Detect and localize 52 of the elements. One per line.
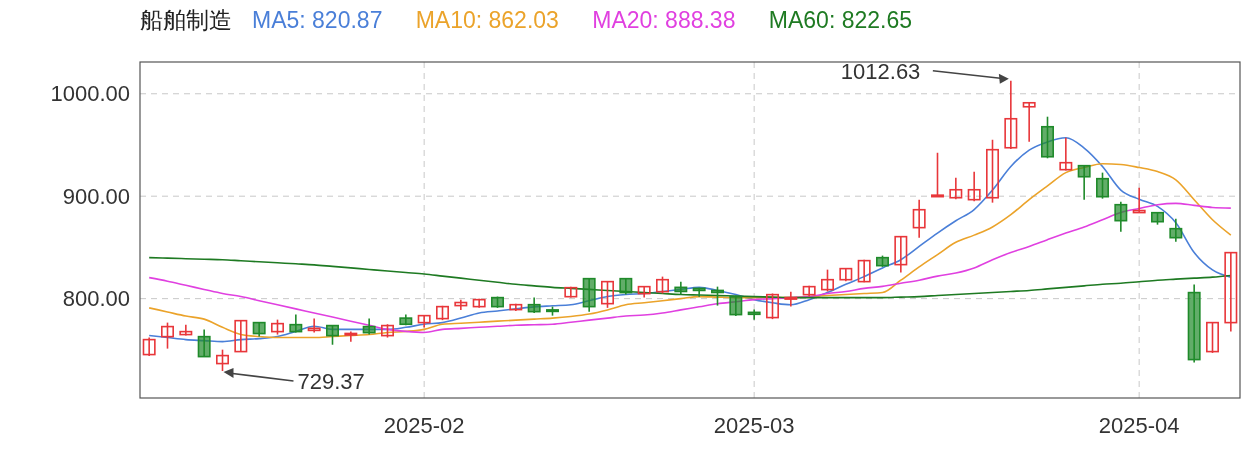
candlestick [179,323,193,337]
line-series [148,256,1232,299]
candlestick [1206,321,1219,354]
text: MA60: 822.65 [768,7,913,33]
y-tick-label: 900.00 [62,183,130,209]
candlestick [784,290,798,308]
candlestick [1077,164,1091,201]
candlestick [307,317,321,334]
candlestick [967,170,981,203]
candlestick [454,298,468,311]
candlestick [1224,251,1238,333]
candlestick [931,151,944,198]
candlestick [766,292,779,320]
x-tick-label: 2025-02 [383,413,465,438]
candlestick [1004,80,1018,150]
candlestick [1132,186,1146,214]
text: MA10: 862.03 [415,7,559,33]
candlestick [509,302,523,312]
text: MA5: 820.87 [252,7,383,33]
candlestick [197,328,211,358]
candlestick [894,235,908,274]
candlestick [839,267,853,283]
candlestick [216,348,229,372]
candlestick [234,319,248,353]
candlestick [1096,171,1109,200]
candlestick [1059,136,1073,172]
candlestick [142,336,156,357]
candlestick [986,138,999,204]
candlestick [802,285,816,298]
candlestick [637,285,651,299]
candlestick [564,286,578,299]
annotation: 729.37 [297,368,365,394]
candlestick [821,268,834,293]
candlestick [417,314,431,329]
candlestick [601,280,614,309]
candlestick [1169,217,1183,243]
annotation: 1012.63 [840,58,921,84]
candlestick [326,324,339,346]
candlestick [949,176,963,201]
x-tick-label: 2025-04 [1098,413,1180,438]
y-tick-label: 800.00 [62,286,130,312]
x-tick-label: 2025-03 [713,413,795,438]
candlestick [1022,101,1036,143]
candlestick [1114,200,1128,233]
candlestick [472,297,486,309]
candlestick [912,198,926,239]
y-tick-label: 1000.00 [50,81,130,107]
text: MA20: 888.38 [592,7,736,33]
candlestick [161,321,174,350]
chart-title: 船舶制造 [140,7,232,33]
candlestick [857,258,871,284]
line-series [148,202,1232,334]
